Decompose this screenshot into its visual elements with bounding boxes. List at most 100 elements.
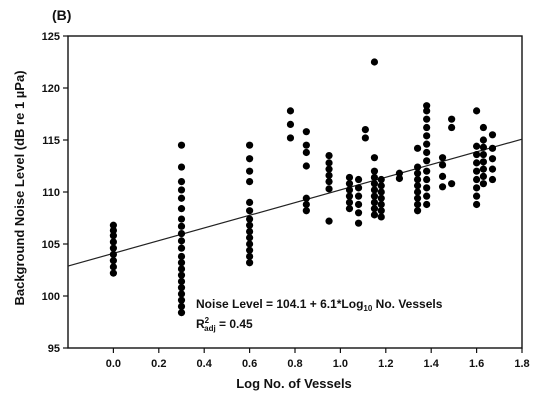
data-point (423, 140, 431, 148)
data-point (370, 192, 379, 200)
data-point (325, 171, 333, 179)
data-point (246, 215, 254, 223)
data-point (488, 144, 497, 152)
data-point (479, 136, 488, 144)
data-point (109, 226, 117, 235)
data-point (423, 115, 431, 123)
plot-area: 0.0 0.2 0.4 0.6 0.8 1.0 1.2 1.4 1.6 1.8 95 100 105 11… (42, 31, 530, 370)
data-point (302, 200, 310, 209)
data-point (448, 115, 456, 123)
x-tick-label: 0.4 (197, 358, 213, 370)
data-point (413, 175, 422, 184)
data-point (413, 163, 422, 171)
data-point (302, 162, 310, 170)
data-point (423, 167, 431, 175)
data-point (345, 173, 354, 182)
data-point (177, 205, 186, 213)
data-point (177, 186, 186, 194)
data-point (413, 194, 422, 202)
data-point (395, 174, 404, 183)
data-point (286, 134, 295, 142)
data-point (246, 252, 254, 261)
data-point (413, 182, 422, 190)
x-tick-label: 1.0 (333, 358, 348, 370)
data-point (488, 175, 497, 184)
data-point (177, 230, 186, 238)
data-point (109, 269, 117, 277)
data-point (448, 180, 456, 188)
data-point (423, 132, 431, 140)
data-point (361, 134, 369, 142)
data-point (302, 148, 310, 157)
data-point (395, 169, 404, 177)
data-point (370, 198, 379, 206)
data-point (246, 227, 254, 236)
y-tick-label: 100 (42, 291, 60, 303)
data-point (423, 192, 431, 200)
data-point (370, 173, 379, 182)
data-point (177, 284, 186, 292)
data-point (177, 271, 186, 279)
data-point (246, 167, 254, 175)
data-point (246, 207, 254, 215)
data-points (109, 58, 497, 317)
data-point (473, 184, 481, 192)
data-point (177, 290, 186, 298)
data-point (246, 198, 254, 206)
data-point (479, 143, 488, 151)
data-point (177, 194, 186, 202)
data-point (345, 205, 354, 213)
data-point (177, 302, 186, 310)
y-tick-label: 115 (42, 135, 60, 147)
data-point (177, 296, 186, 304)
x-tick-label: 1.8 (514, 358, 529, 370)
data-point (177, 244, 186, 252)
data-point (370, 58, 379, 66)
data-point (345, 180, 354, 188)
data-point (413, 169, 422, 177)
data-point (423, 200, 431, 209)
data-point (177, 163, 186, 171)
data-point (246, 178, 254, 186)
regression-line (67, 138, 523, 267)
data-point (377, 175, 385, 184)
x-tick-label: 1.6 (469, 358, 484, 370)
data-point (377, 213, 385, 221)
data-point (479, 158, 488, 166)
data-point (479, 172, 488, 180)
data-point (377, 200, 385, 209)
data-point (413, 188, 422, 196)
data-point (423, 157, 431, 165)
data-point (302, 194, 310, 202)
data-point (370, 186, 379, 194)
data-point (488, 131, 497, 139)
data-point (423, 184, 431, 192)
data-point (473, 159, 481, 167)
data-point (345, 198, 354, 206)
data-point (177, 237, 186, 245)
y-tick-label: 120 (42, 83, 60, 95)
data-point (473, 107, 481, 115)
data-point (345, 186, 354, 194)
x-tick-label: 1.4 (424, 358, 440, 370)
data-point (177, 277, 186, 286)
data-point (177, 215, 186, 223)
data-point (109, 263, 117, 271)
x-tick-label: 0.0 (106, 358, 121, 370)
data-point (246, 221, 254, 229)
regression-equation: Noise Level = 104.1 + 6.1*Log10 No. Vess… (196, 297, 443, 313)
data-point (361, 126, 369, 134)
data-point (473, 150, 481, 159)
data-point (286, 107, 295, 115)
data-point (479, 180, 488, 188)
data-point (370, 180, 379, 188)
data-point (377, 188, 385, 196)
data-point (377, 207, 385, 215)
data-point (423, 107, 431, 115)
data-point (325, 178, 333, 186)
x-axis-label: Log No. of Vessels (236, 376, 352, 391)
data-point (325, 185, 333, 193)
x-tick-label: 1.2 (378, 358, 393, 370)
data-point (438, 161, 447, 169)
data-point (413, 200, 422, 209)
